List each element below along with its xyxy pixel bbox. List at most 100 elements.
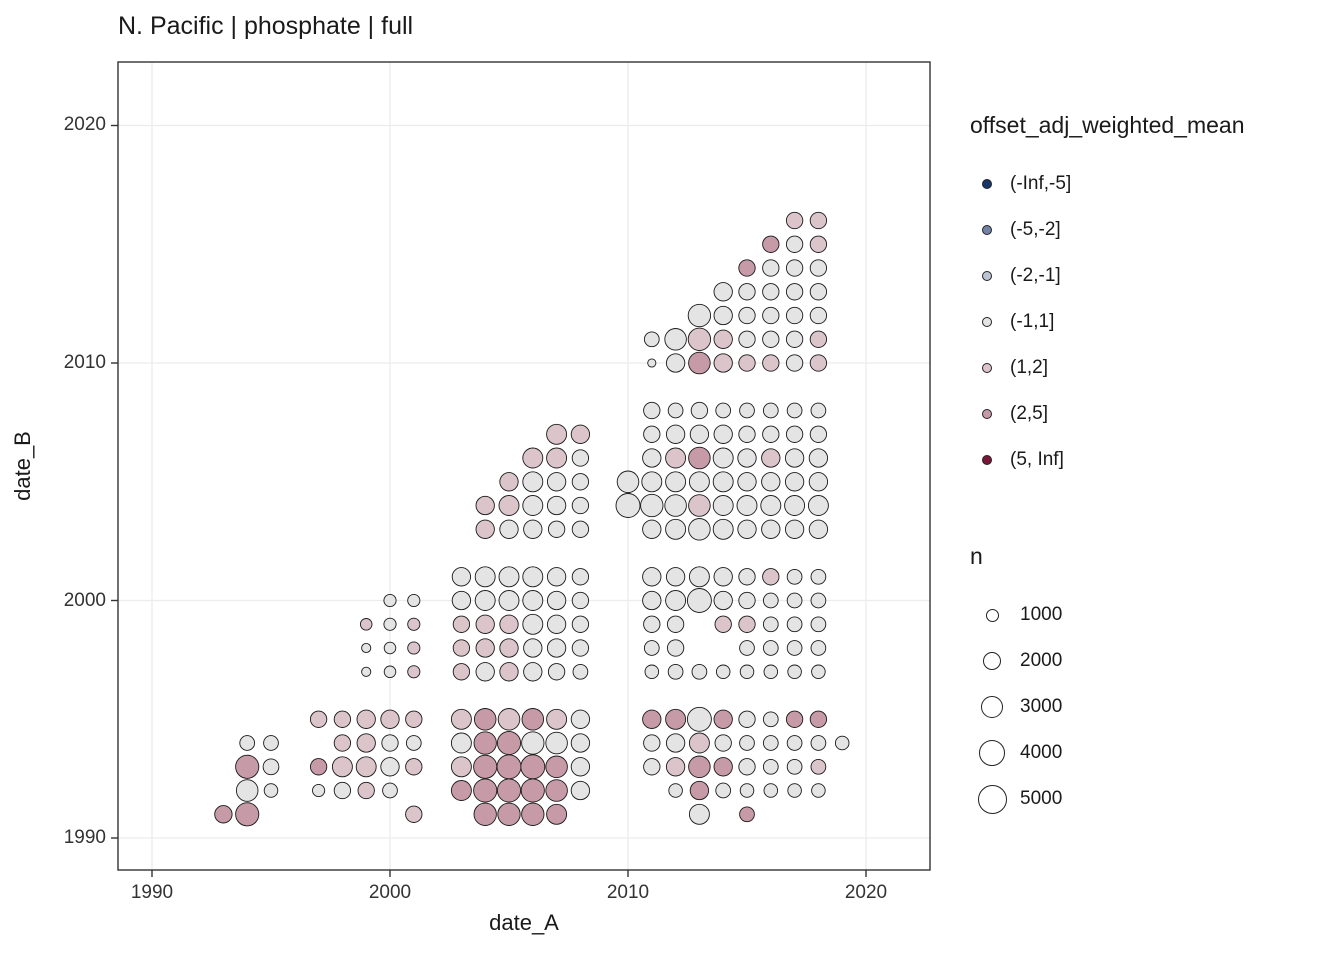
data-point <box>523 662 543 682</box>
color-legend-dot <box>982 455 992 465</box>
data-point <box>644 664 660 680</box>
data-point <box>407 665 421 679</box>
data-point <box>359 618 373 631</box>
data-point <box>498 566 520 588</box>
data-point <box>737 519 757 539</box>
data-point <box>689 424 710 444</box>
data-point <box>665 518 687 540</box>
legend-label: (2,5] <box>1010 403 1049 424</box>
data-point <box>688 566 710 588</box>
legend-key <box>970 363 1004 373</box>
data-point <box>545 731 568 755</box>
data-point <box>666 615 685 633</box>
data-point <box>787 664 802 680</box>
y-tick-label: 2000 <box>63 590 106 611</box>
data-point <box>665 708 687 730</box>
data-point <box>686 706 712 732</box>
legend-key <box>970 317 1004 327</box>
data-point <box>545 755 568 779</box>
data-point <box>713 282 733 302</box>
data-point <box>473 802 497 826</box>
data-point <box>474 566 496 588</box>
data-point <box>571 639 590 657</box>
data-point <box>523 519 543 539</box>
data-point <box>665 471 687 493</box>
data-point <box>405 710 423 728</box>
data-point <box>546 472 567 492</box>
data-point <box>762 259 780 277</box>
data-point <box>498 590 520 611</box>
data-point <box>356 733 376 753</box>
data-point <box>808 448 829 468</box>
data-point <box>239 735 256 751</box>
data-point <box>810 616 827 633</box>
data-point <box>810 758 827 775</box>
data-point <box>616 470 640 494</box>
data-point <box>643 734 661 752</box>
y-tick-label: 1990 <box>63 827 106 848</box>
data-point <box>473 754 498 779</box>
data-point <box>357 781 375 800</box>
data-point <box>738 283 756 301</box>
data-point <box>713 353 733 373</box>
data-point <box>521 802 545 826</box>
data-point <box>381 734 399 752</box>
data-point <box>688 351 711 375</box>
data-point <box>810 735 827 751</box>
data-point <box>736 495 758 516</box>
color-legend-dot <box>982 179 992 189</box>
data-point <box>496 754 522 780</box>
legend-key <box>970 179 1004 189</box>
data-point <box>738 330 756 348</box>
data-point <box>687 303 712 328</box>
data-point <box>688 755 711 779</box>
color-legend-dot <box>982 363 992 373</box>
data-point <box>665 447 687 469</box>
data-point <box>713 567 733 587</box>
data-point <box>762 711 779 728</box>
data-point <box>333 710 352 728</box>
data-point <box>762 758 779 775</box>
data-point <box>737 448 757 468</box>
data-point <box>762 306 780 325</box>
data-point <box>834 735 850 751</box>
data-point <box>809 283 828 301</box>
data-point <box>546 590 567 611</box>
data-point <box>643 615 661 633</box>
data-point <box>809 425 828 443</box>
data-point <box>664 494 687 517</box>
legend-key <box>970 652 1014 670</box>
data-point <box>497 802 521 826</box>
data-point <box>546 447 568 469</box>
data-point <box>738 758 756 776</box>
data-point <box>688 446 711 470</box>
data-point <box>547 663 566 681</box>
data-point <box>712 447 734 469</box>
data-point <box>739 806 755 823</box>
data-point <box>811 783 826 798</box>
data-point <box>809 354 828 372</box>
data-point <box>496 778 522 803</box>
legend-label: 4000 <box>1020 742 1063 763</box>
data-point <box>690 401 709 420</box>
data-point <box>473 778 498 803</box>
data-point <box>810 568 827 585</box>
data-point <box>691 663 708 680</box>
data-point <box>571 496 590 515</box>
data-point <box>473 731 497 755</box>
x-tick-label: 2010 <box>606 882 650 903</box>
data-point <box>688 471 710 493</box>
legend-label: (1,2] <box>1010 357 1049 378</box>
data-point <box>763 664 779 680</box>
data-point <box>520 754 546 780</box>
data-point <box>809 330 828 348</box>
data-point <box>361 642 372 654</box>
data-point <box>714 615 732 633</box>
data-point <box>450 708 472 730</box>
data-point <box>686 588 712 613</box>
data-point <box>810 592 827 609</box>
legend-label: (-1,1] <box>1010 311 1055 332</box>
data-point <box>546 638 567 658</box>
y-axis-title: date_B <box>10 431 35 501</box>
data-point <box>572 663 589 680</box>
